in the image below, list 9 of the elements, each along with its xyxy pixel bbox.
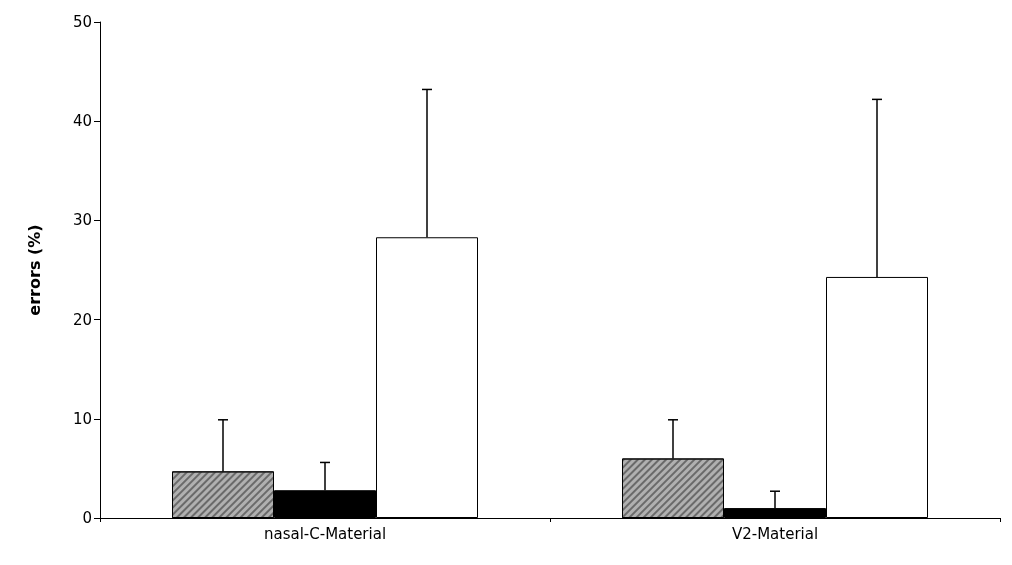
y-axis-title: errors (%)	[24, 224, 44, 316]
y-tick-label: 30	[72, 211, 92, 230]
x-tick-label: V2-Material	[731, 524, 819, 543]
y-tick-label: 50	[72, 13, 92, 31]
x-tick-label: nasal-C-Material	[263, 524, 387, 543]
y-tick-label: 0	[82, 509, 92, 527]
y-tick-label: 10	[72, 409, 92, 428]
y-tick-label: 40	[72, 112, 92, 131]
y-tick-label: 20	[72, 310, 92, 329]
